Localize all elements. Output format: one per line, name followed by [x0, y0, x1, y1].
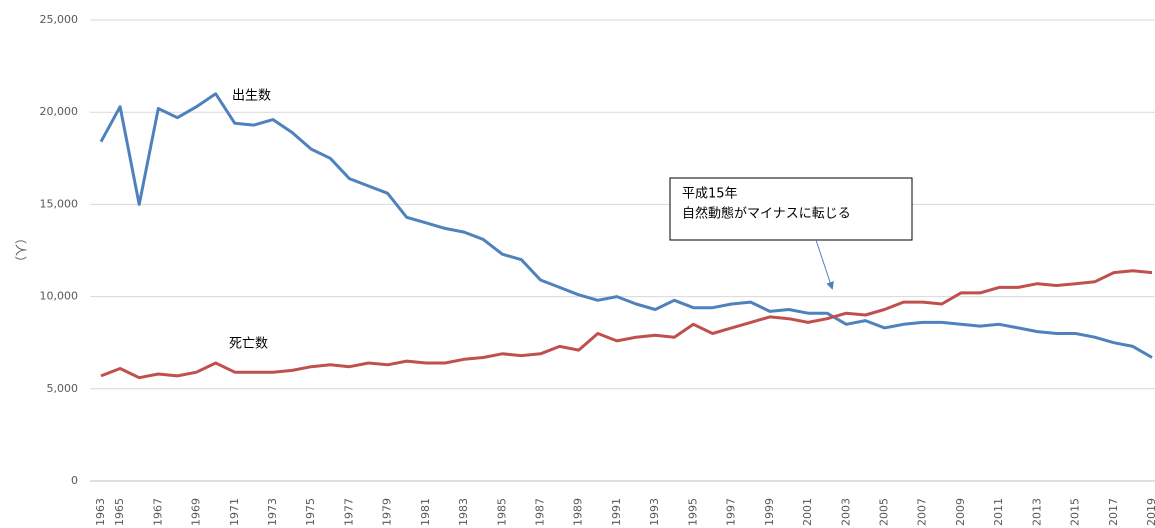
- y-axis-label: （人）: [14, 232, 28, 268]
- annotation-box: [669, 177, 913, 241]
- x-tick-label: 1977: [342, 498, 355, 526]
- y-tick-label: 15,000: [40, 197, 79, 210]
- x-tick-label: 1967: [151, 498, 164, 526]
- x-tick-label: 2013: [1030, 498, 1043, 526]
- x-tick-label: 2007: [916, 498, 929, 526]
- x-tick-label: 2019: [1145, 498, 1155, 526]
- annotation-text: 自然動態がマイナスに転じる: [682, 206, 851, 222]
- annotation-text: 平成15年: [682, 187, 738, 202]
- x-tick-label: 1989: [572, 498, 585, 526]
- x-tick-label: 2001: [801, 498, 814, 526]
- x-tick-label: 2017: [1107, 498, 1120, 526]
- x-tick-label: 1971: [228, 498, 241, 526]
- x-tick-label: 1981: [419, 498, 432, 526]
- x-tick-label: 1983: [457, 498, 470, 526]
- y-tick-label: 25,000: [40, 13, 79, 26]
- x-tick-label: 1995: [686, 498, 699, 526]
- x-tick-label: 1987: [534, 498, 547, 526]
- series-annotation: 出生数: [232, 89, 271, 104]
- x-tick-label: 1997: [725, 498, 738, 526]
- x-tick-label: 1985: [495, 498, 508, 526]
- x-tick-label: 2003: [839, 498, 852, 526]
- x-tick-label: 1965: [113, 498, 126, 526]
- series-line: [100, 269, 1153, 380]
- x-tick-label: 1991: [610, 498, 623, 526]
- y-tick-label: 0: [71, 474, 78, 487]
- x-tick-label: 1969: [190, 498, 203, 526]
- x-tick-label: 2011: [992, 498, 1005, 526]
- series-line: [99, 92, 1153, 359]
- annotation-arrow: [815, 239, 834, 290]
- y-tick-label: 5,000: [47, 382, 79, 395]
- x-tick-label: 1975: [304, 498, 317, 526]
- x-tick-label: 2015: [1069, 498, 1082, 526]
- x-tick-label: 2005: [877, 498, 890, 526]
- y-tick-label: 20,000: [40, 105, 79, 118]
- x-tick-label: 1993: [648, 498, 661, 526]
- x-tick-label: 1973: [266, 498, 279, 526]
- x-tick-label: 2009: [954, 498, 967, 526]
- series-annotation: 死亡数: [229, 337, 268, 352]
- x-tick-label: 1963: [94, 498, 107, 526]
- x-tick-label: 1979: [381, 498, 394, 526]
- y-tick-label: 10,000: [40, 290, 79, 303]
- x-tick-label: 1999: [763, 498, 776, 526]
